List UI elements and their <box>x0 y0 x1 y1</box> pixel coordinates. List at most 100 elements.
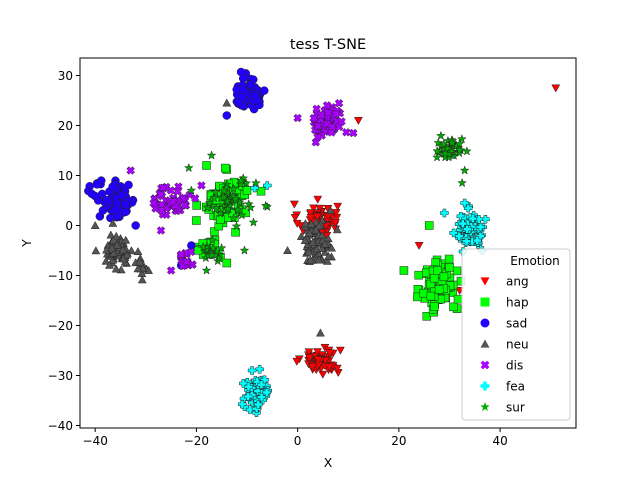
data-point-hap <box>221 163 230 173</box>
chart-title: tess T-SNE <box>290 37 366 53</box>
data-point-neu <box>304 228 314 237</box>
data-point-ang <box>309 204 318 213</box>
data-point-neu <box>222 98 232 107</box>
data-point-sur <box>204 197 215 208</box>
data-point-sad <box>121 200 130 209</box>
data-point-fea <box>260 375 269 385</box>
data-point-sur <box>438 138 449 149</box>
data-point-sur <box>228 213 239 223</box>
y-tick-label: −30 <box>48 369 73 383</box>
data-point-neu <box>306 255 315 264</box>
data-point-neu <box>320 239 330 248</box>
data-point-dis <box>349 128 358 138</box>
data-point-neu <box>122 250 132 259</box>
data-point-fea <box>247 366 257 375</box>
data-point-dis <box>293 113 302 123</box>
data-point-sad <box>124 180 133 190</box>
data-point-sur <box>436 130 446 140</box>
data-point-hap <box>439 272 449 282</box>
points-layer <box>84 67 561 417</box>
data-point-dis <box>313 121 323 131</box>
data-point-neu <box>322 256 332 265</box>
data-point-dis <box>186 247 196 257</box>
data-point-neu <box>324 251 333 260</box>
legend-marker-fea <box>480 381 490 391</box>
data-point-sad <box>131 221 140 230</box>
data-point-neu <box>90 220 100 229</box>
legend-label-ang: ang <box>506 275 529 289</box>
data-point-hap <box>414 270 423 280</box>
data-point-neu <box>121 235 131 244</box>
data-point-neu <box>119 254 128 263</box>
data-point-hap <box>256 186 266 196</box>
data-point-fea <box>462 236 471 246</box>
data-point-neu <box>106 230 116 239</box>
data-point-neu <box>317 244 327 253</box>
data-point-sur <box>206 150 217 160</box>
data-point-sur <box>447 137 458 147</box>
data-point-sur <box>454 144 465 155</box>
data-point-dis <box>324 108 333 118</box>
data-point-fea <box>473 236 482 245</box>
data-point-sur <box>215 208 226 218</box>
data-point-sad <box>121 207 131 216</box>
data-point-ang <box>292 219 302 228</box>
data-point-neu <box>283 245 292 254</box>
legend-marker-neu <box>480 339 490 348</box>
data-point-sad <box>87 189 97 199</box>
data-point-ang <box>325 349 335 358</box>
data-point-sur <box>207 235 218 245</box>
data-point-dis <box>311 138 321 147</box>
data-point-dis <box>126 166 135 175</box>
data-point-fea <box>254 400 263 409</box>
data-point-sur <box>219 186 230 196</box>
legend-label-fea: fea <box>506 380 525 394</box>
x-tick-label: 20 <box>391 434 406 448</box>
data-point-neu <box>108 218 118 227</box>
data-point-sur <box>211 203 222 213</box>
data-point-ang <box>331 218 340 227</box>
data-point-sur <box>236 175 246 185</box>
data-point-fea <box>458 219 468 228</box>
legend-label-neu: neu <box>506 338 529 352</box>
data-point-fea <box>468 214 478 223</box>
data-point-ang <box>353 117 363 126</box>
data-point-sur <box>219 192 229 202</box>
data-point-hap <box>444 254 454 264</box>
data-point-hap <box>430 302 439 311</box>
legend: Emotion ang hap sad neu dis fea sur <box>461 248 571 421</box>
data-point-sur <box>456 134 467 144</box>
x-tick-label: −20 <box>184 434 209 448</box>
data-point-sad <box>250 91 260 101</box>
data-point-neu <box>118 245 128 254</box>
plot-frame <box>79 57 577 429</box>
data-point-sad <box>260 86 269 95</box>
data-point-dis <box>316 110 326 120</box>
data-point-dis <box>149 199 158 208</box>
series-sur <box>183 130 472 275</box>
data-point-neu <box>296 231 306 240</box>
data-point-hap <box>429 273 439 283</box>
data-point-sur <box>223 203 233 214</box>
data-point-sur <box>432 152 442 162</box>
x-axis: −40 −20 0 20 40 <box>83 428 508 448</box>
data-point-fea <box>250 183 259 193</box>
data-point-neu <box>327 243 336 252</box>
data-point-sad <box>108 182 117 191</box>
data-point-hap <box>433 265 442 275</box>
data-point-ang <box>312 213 322 222</box>
data-point-dis <box>166 266 176 275</box>
data-point-fea <box>244 382 253 392</box>
data-point-neu <box>108 236 118 244</box>
legend-label-hap: hap <box>506 296 529 310</box>
data-point-neu <box>111 231 121 240</box>
data-point-fea <box>243 392 253 401</box>
data-point-sur <box>239 245 250 255</box>
data-point-dis <box>309 113 319 123</box>
data-point-sur <box>216 243 227 253</box>
data-point-sur <box>260 200 271 210</box>
data-point-dis <box>334 98 344 108</box>
legend-title: Emotion <box>510 254 560 268</box>
data-point-neu <box>332 225 342 234</box>
